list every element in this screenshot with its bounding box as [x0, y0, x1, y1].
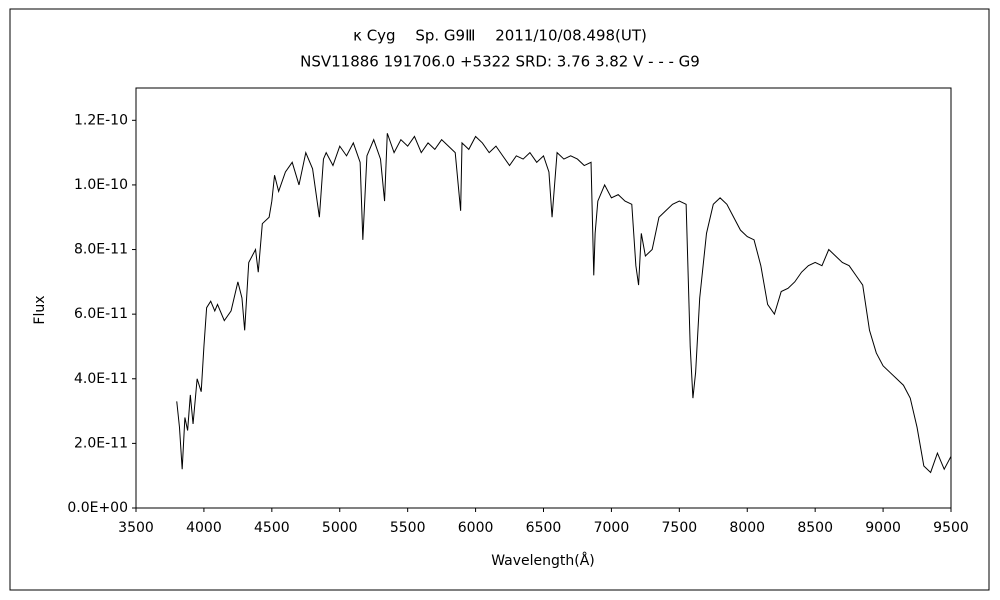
y-tick-label: 1.0E-10 — [74, 177, 128, 193]
x-tick-label: 4500 — [254, 520, 290, 536]
chart-title: κ Cyg Sp. G9Ⅲ 2011/10/08.498(UT) — [353, 27, 647, 45]
x-tick-label: 9500 — [933, 520, 969, 536]
x-tick-label: 4000 — [186, 520, 222, 536]
y-tick-label: 8.0E-11 — [74, 242, 128, 258]
x-tick-label: 8500 — [797, 520, 833, 536]
x-tick-label: 9000 — [865, 520, 901, 536]
x-tick-label: 5000 — [322, 520, 358, 536]
plot-area — [135, 87, 952, 509]
y-tick-label: 6.0E-11 — [74, 306, 128, 322]
x-tick-label: 7000 — [594, 520, 630, 536]
x-tick-label: 6500 — [526, 520, 562, 536]
x-tick-label: 3500 — [118, 520, 154, 536]
x-tick-label: 5500 — [390, 520, 426, 536]
x-tick-label: 7500 — [662, 520, 698, 536]
y-tick-label: 2.0E-11 — [74, 435, 128, 451]
y-axis-label: Flux — [32, 295, 48, 324]
x-tick-label: 8000 — [729, 520, 765, 536]
y-tick-label: 4.0E-11 — [74, 371, 128, 387]
chart-subtitle: NSV11886 191706.0 +5322 SRD: 3.76 3.82 V… — [300, 53, 700, 71]
x-tick-label: 6000 — [458, 520, 494, 536]
y-tick-label: 0.0E+00 — [67, 500, 128, 516]
x-axis-label: Wavelength(Å) — [491, 552, 595, 569]
spectrum-line — [176, 133, 952, 474]
y-tick-label: 1.2E-10 — [74, 112, 128, 128]
